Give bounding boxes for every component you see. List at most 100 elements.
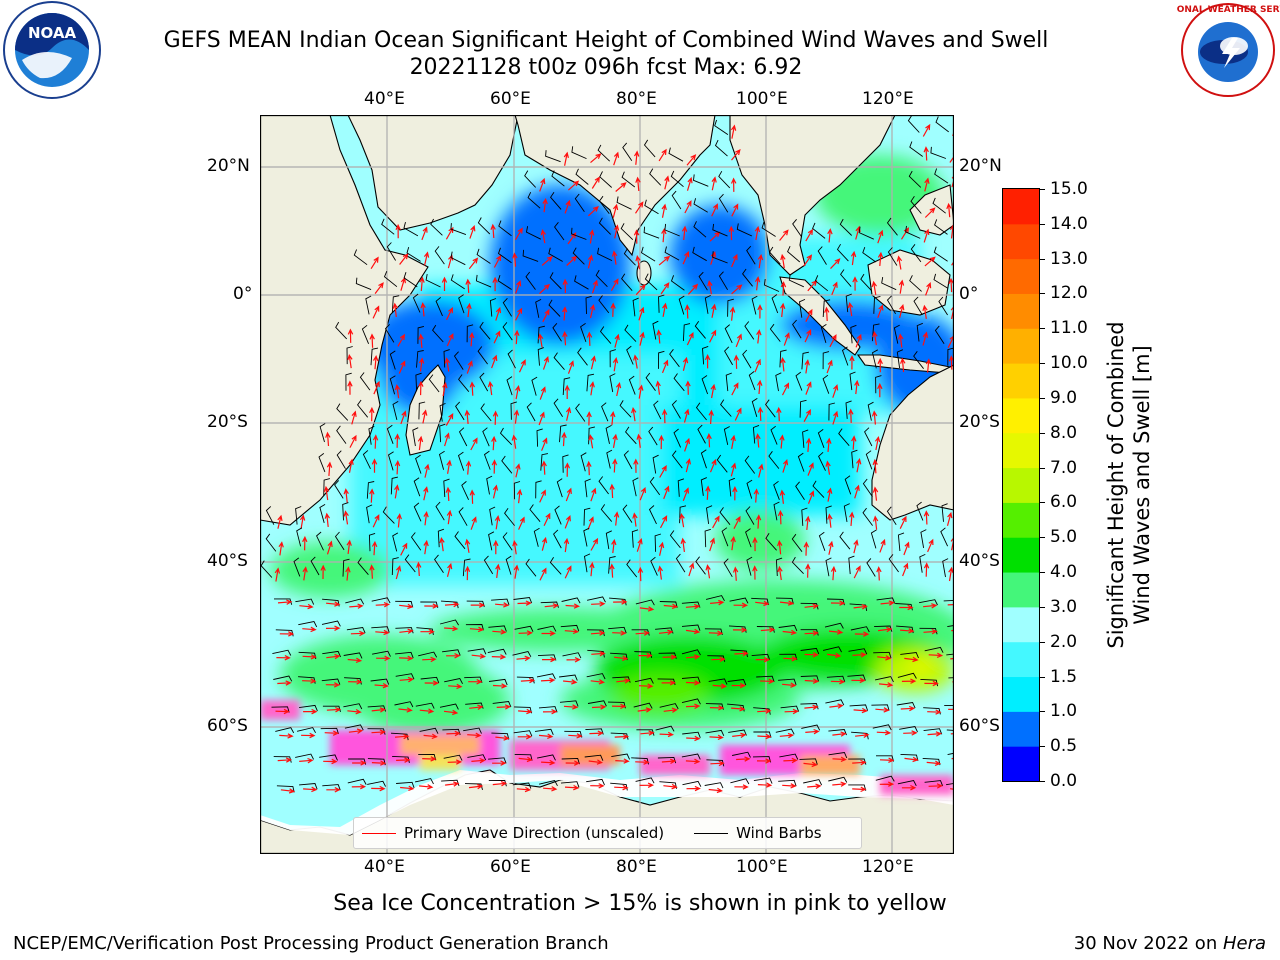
wave-direction-arrow (900, 357, 906, 373)
wind-barb (610, 732, 629, 740)
wind-barb (897, 779, 917, 787)
wind-barb (458, 507, 468, 526)
wind-barb (477, 217, 491, 235)
wave-direction-arrow (466, 302, 472, 318)
wave-direction-arrow (825, 460, 831, 475)
wind-barb (769, 246, 781, 265)
wind-barb (438, 450, 445, 470)
wind-barb (595, 269, 608, 288)
wind-barb (801, 724, 821, 731)
wave-direction-arrow (928, 652, 944, 658)
wave-direction-arrow (754, 225, 761, 241)
colorbar-segment (1003, 641, 1039, 678)
wave-direction-arrow (657, 565, 663, 580)
wave-direction-arrow (754, 358, 761, 373)
wave-direction-arrow (468, 332, 475, 347)
wave-direction-arrow (394, 433, 401, 448)
wave-direction-arrow (832, 384, 839, 398)
wind-barb (622, 142, 633, 162)
wind-barb (571, 227, 587, 240)
wind-barb (574, 275, 589, 290)
wave-direction-arrow (542, 709, 558, 715)
wind-barb (437, 528, 445, 548)
wave-direction-arrow (923, 146, 929, 161)
wave-direction-arrow (781, 382, 790, 396)
wind-barb (372, 650, 391, 657)
wind-barb (727, 679, 747, 686)
wave-direction-arrow (394, 460, 401, 475)
wind-barb (450, 274, 465, 290)
colorbar-tick-mark (1039, 641, 1045, 643)
wind-barb (443, 478, 450, 498)
wave-direction-arrow (539, 283, 551, 295)
wind-barb (888, 554, 899, 573)
wave-direction-arrow (613, 151, 620, 166)
wind-barb (491, 732, 510, 740)
wave-direction-arrow (424, 463, 430, 478)
wind-barb (334, 480, 344, 499)
wave-direction-arrow (903, 541, 910, 556)
wave-direction-arrow (855, 333, 862, 348)
wave-direction-arrow (760, 627, 776, 633)
wave-direction-arrow (782, 783, 797, 789)
wind-barb (371, 626, 390, 633)
wind-barb (458, 374, 470, 392)
wind-barb (464, 676, 483, 683)
wind-barb (441, 779, 460, 787)
wind-barb (621, 171, 636, 188)
wind-barb (513, 481, 521, 500)
wind-barb (621, 273, 633, 291)
wave-direction-arrow (637, 707, 652, 713)
wave-direction-arrow (805, 728, 820, 735)
wave-direction-arrow (398, 360, 406, 374)
wind-barb (353, 249, 368, 266)
wind-barb (828, 752, 848, 759)
wind-barb (505, 555, 512, 575)
wind-barb (775, 728, 795, 735)
wave-direction-arrow (303, 708, 318, 715)
wind-barb (727, 298, 734, 317)
wind-barb (714, 119, 729, 135)
wave-direction-arrow (561, 306, 568, 321)
wind-barb (584, 478, 591, 498)
wind-barb (682, 731, 701, 738)
wave-direction-arrow (564, 199, 571, 214)
wave-direction-arrow (900, 705, 916, 712)
wind-barb (418, 754, 437, 761)
wind-barb (693, 174, 709, 187)
wind-barb (779, 653, 798, 661)
wind-barb (628, 375, 636, 395)
wave-direction-arrow (590, 630, 606, 636)
wind-barb (535, 298, 542, 318)
colorbar-tick-mark (1039, 258, 1045, 260)
footer-credit: NCEP/EMC/Verification Post Processing Pr… (13, 933, 609, 954)
wave-direction-arrow (853, 539, 859, 554)
colorbar-tick-mark (1039, 189, 1045, 190)
wave-direction-arrow (705, 564, 711, 579)
wind-barb (946, 653, 954, 656)
wave-direction-arrow (659, 515, 668, 529)
wind-barb (712, 223, 728, 237)
wave-direction-arrow (589, 381, 595, 396)
wave-direction-arrow (707, 280, 713, 295)
wave-direction-arrow (661, 203, 667, 218)
wave-direction-arrow (854, 379, 860, 395)
wind-barb (619, 400, 632, 418)
wave-direction-arrow (782, 458, 789, 473)
wave-direction-arrow (587, 205, 599, 217)
wave-direction-arrow (633, 229, 640, 244)
wave-direction-arrow (563, 151, 569, 166)
wind-barb (575, 168, 589, 185)
wind-barb (849, 371, 856, 391)
wave-direction-arrow (661, 758, 677, 765)
colorbar-tick-label: 10.0 (1050, 353, 1088, 374)
wave-direction-arrow (520, 677, 536, 684)
wave-direction-arrow (279, 631, 295, 637)
wave-direction-arrow (372, 305, 380, 319)
wind-barb (845, 293, 852, 313)
wave-direction-arrow (492, 410, 499, 425)
wave-direction-arrow (277, 757, 293, 763)
wind-barb (527, 192, 541, 209)
wave-direction-arrow (539, 489, 546, 503)
wind-barb (499, 427, 513, 446)
